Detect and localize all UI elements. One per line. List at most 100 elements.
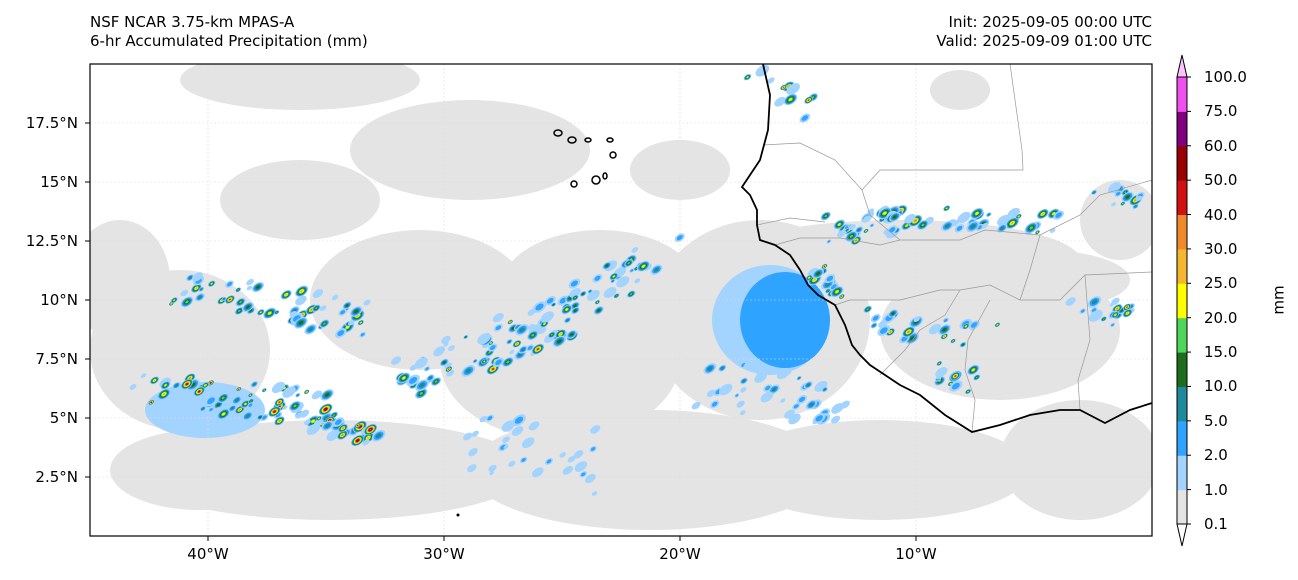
precip-cell	[956, 225, 963, 231]
precip-cell	[419, 391, 423, 395]
precip-cell	[736, 400, 745, 408]
precip-cell	[570, 332, 574, 336]
precip-cell	[140, 373, 147, 378]
precip-cell	[975, 376, 978, 379]
precip-cell	[171, 303, 172, 305]
precip-cell	[631, 247, 639, 253]
precip-cell	[767, 77, 775, 84]
precip-cell	[552, 303, 555, 306]
precip-cell	[1108, 182, 1121, 194]
precip-cell	[808, 402, 814, 407]
precip-cell	[222, 412, 226, 416]
precip-cell	[835, 290, 839, 293]
precip-cell	[594, 275, 601, 281]
precip-cell	[776, 368, 790, 380]
precip-cell	[503, 444, 509, 450]
precip-cell	[226, 281, 233, 287]
x-tick-label: 20°W	[659, 545, 701, 563]
precip-cell	[332, 295, 338, 300]
precip-cell	[1065, 297, 1076, 306]
precip-cell	[289, 310, 297, 318]
precip-cell	[312, 289, 324, 299]
precip-cell	[514, 416, 524, 424]
colorbar-swatch	[1177, 180, 1187, 216]
precip-cell	[857, 228, 861, 232]
precip-cell	[315, 307, 318, 310]
precip-cell	[519, 327, 525, 333]
precip-cell	[490, 342, 492, 344]
colorbar-label: 100.0	[1204, 68, 1247, 86]
precip-cell	[718, 383, 733, 396]
precip-cell	[162, 393, 166, 396]
precip-cell	[783, 86, 785, 88]
light-precip-area	[1000, 400, 1152, 520]
precip-cell	[565, 308, 569, 311]
precip-cell	[1049, 228, 1056, 233]
precip-cell	[1134, 205, 1137, 208]
precip-cell	[848, 224, 856, 231]
precip-cell	[491, 368, 494, 370]
precip-cell	[245, 413, 251, 418]
precip-cell	[981, 222, 988, 229]
precip-cell	[827, 240, 831, 243]
precip-cell	[188, 377, 191, 379]
precip-cell	[535, 303, 544, 311]
light-precip-area	[350, 100, 590, 200]
model-title: NSF NCAR 3.75-km MPAS-A	[90, 13, 295, 31]
title-right: Init: 2025-09-05 00:00 UTC Valid: 2025-0…	[936, 13, 1152, 51]
precip-cell	[298, 320, 304, 325]
precip-cell	[234, 398, 240, 403]
precip-cell	[200, 288, 203, 291]
precip-cell	[195, 287, 198, 290]
precip-cell	[268, 311, 272, 315]
light-precip-area	[180, 64, 420, 110]
precip-cell	[574, 296, 577, 299]
precip-cell	[273, 410, 276, 413]
colorbar-label: 2.0	[1204, 446, 1228, 465]
precip-cell	[815, 415, 823, 422]
precip-cell	[691, 401, 701, 410]
precip-cell	[477, 332, 491, 345]
colorbar-under-arrow	[1176, 523, 1188, 547]
precip-cell	[306, 423, 321, 435]
init-time: Init: 2025-09-05 00:00 UTC	[948, 13, 1152, 31]
colorbar-swatch	[1177, 317, 1187, 353]
precip-cell	[581, 292, 585, 295]
colorbar-label: 60.0	[1204, 136, 1238, 155]
precip-cell	[616, 276, 630, 288]
precip-cell	[866, 308, 869, 311]
precip-cell	[951, 382, 960, 390]
precip-cell	[185, 300, 189, 304]
precip-cell	[965, 325, 967, 328]
precip-cell	[152, 403, 159, 409]
precip-cell	[905, 224, 908, 227]
precip-cell	[1124, 191, 1127, 194]
precip-cell	[245, 305, 250, 309]
precip-cell	[603, 287, 617, 299]
precip-cell	[293, 404, 297, 408]
colorbar-label: 75.0	[1204, 102, 1238, 121]
precip-cell	[419, 382, 425, 388]
precip-cell	[467, 464, 477, 473]
precip-cell	[559, 297, 567, 304]
precip-cell	[806, 383, 811, 387]
precip-cell	[521, 437, 535, 449]
precip-cell	[282, 386, 296, 398]
light-precip-area	[220, 160, 380, 240]
precip-cell	[612, 275, 615, 278]
precip-cell	[559, 452, 566, 458]
precip-cell	[369, 428, 372, 431]
precip-cell	[720, 366, 725, 370]
precip-cell	[901, 336, 908, 342]
precip-cell	[904, 213, 916, 224]
colorbar-swatch	[1177, 77, 1187, 112]
precip-cell	[824, 214, 828, 218]
precip-cell	[707, 366, 713, 372]
precip-cell	[788, 413, 801, 425]
precip-cell	[333, 414, 336, 416]
precip-cell	[425, 367, 429, 371]
precip-cell	[881, 218, 883, 221]
precip-cell	[801, 115, 809, 121]
